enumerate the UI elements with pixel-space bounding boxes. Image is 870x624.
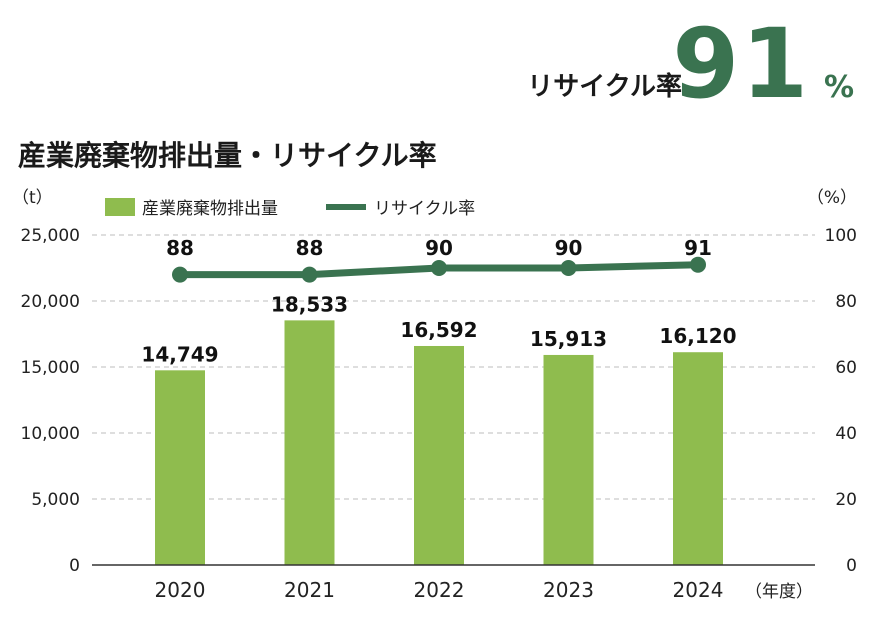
left-tick-label: 5,000 xyxy=(31,490,80,510)
chart-title: 産業廃棄物排出量・リサイクル率 xyxy=(18,139,437,172)
x-tick-label: 2020 xyxy=(155,578,206,602)
axes: 0 0 5,000 20 10,000 40 15,000 60 20,000 80 25,000 1… xyxy=(21,226,857,602)
x-axis-unit: （年度） xyxy=(745,582,813,602)
line-point xyxy=(431,260,447,276)
legend-bar-label: 産業廃棄物排出量 xyxy=(142,199,278,219)
bar-value-label: 18,533 xyxy=(271,292,348,316)
x-tick-label: 2023 xyxy=(543,578,594,602)
highlight-value: 91 xyxy=(672,8,810,120)
x-tick-label: 2024 xyxy=(673,578,724,602)
data-labels: 14,749 18,533 16,592 15,913 16,120 88 88 90 90 91 xyxy=(141,236,736,366)
left-tick-label: 25,000 xyxy=(21,226,80,246)
x-tick-label: 2022 xyxy=(414,578,465,602)
left-tick-label: 20,000 xyxy=(21,292,80,312)
line-value-label: 88 xyxy=(166,236,194,260)
bar xyxy=(284,320,335,565)
line-value-label: 91 xyxy=(684,236,712,260)
bar-value-label: 15,913 xyxy=(530,327,607,351)
line-value-label: 88 xyxy=(296,236,324,260)
right-tick-label: 0 xyxy=(846,556,857,576)
right-tick-label: 60 xyxy=(835,358,857,378)
bar-value-label: 16,592 xyxy=(400,318,477,342)
left-axis-unit: （t） xyxy=(12,188,53,208)
line-point xyxy=(560,260,577,276)
right-tick-label: 20 xyxy=(835,490,857,510)
right-axis-unit: （%） xyxy=(807,188,857,208)
legend: 産業廃棄物排出量 リサイクル率 xyxy=(105,198,475,219)
line-series xyxy=(172,256,706,283)
line-value-label: 90 xyxy=(425,236,453,260)
bar xyxy=(543,354,594,565)
right-tick-label: 40 xyxy=(835,424,857,444)
recycling-rate-highlight: リサイクル率 91 % xyxy=(462,14,862,114)
line-point xyxy=(690,256,706,273)
legend-line-swatch xyxy=(326,204,366,210)
bar-series xyxy=(155,320,723,565)
line-point xyxy=(172,266,188,283)
bar xyxy=(673,352,723,565)
line-value-label: 90 xyxy=(555,236,583,260)
right-tick-label: 100 xyxy=(825,226,857,246)
left-tick-label: 15,000 xyxy=(21,358,80,378)
x-tick-label: 2021 xyxy=(284,578,335,602)
left-tick-label: 10,000 xyxy=(21,424,80,444)
left-tick-label: 0 xyxy=(69,556,80,576)
legend-bar-swatch xyxy=(105,198,135,216)
legend-line-label: リサイクル率 xyxy=(374,199,475,219)
bar xyxy=(155,370,205,565)
bar-value-label: 16,120 xyxy=(659,324,736,348)
bar xyxy=(414,345,464,565)
right-tick-label: 80 xyxy=(835,292,857,312)
line-point xyxy=(301,266,318,283)
highlight-label: リサイクル率 xyxy=(527,72,682,102)
highlight-unit: % xyxy=(823,70,854,105)
bar-value-label: 14,749 xyxy=(141,342,218,366)
